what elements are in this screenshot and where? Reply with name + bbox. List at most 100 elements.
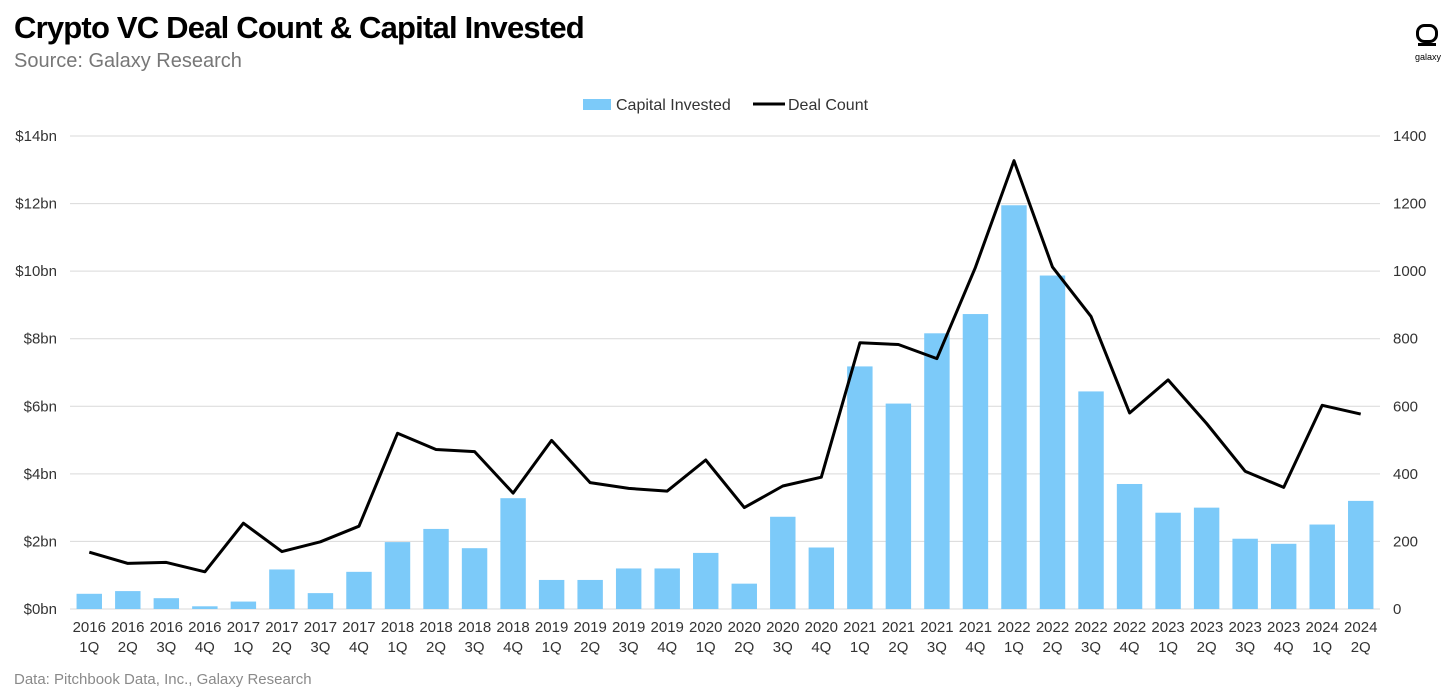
bar-capital-invested	[269, 569, 295, 609]
x-axis-ticks: 2016 1Q 2016 2Q 2016 3Q 2016 4Q 2017 1Q 2017 2Q 2017…	[73, 619, 1378, 656]
x-axis-tick-quarter: 3Q	[619, 639, 639, 656]
right-axis-ticks: 0 200 400 600 800 1000 1200 1400	[1393, 128, 1426, 618]
legend-label-capital-invested: Capital Invested	[616, 97, 731, 114]
x-axis-tick-quarter: 2Q	[426, 639, 446, 656]
x-axis-tick-year: 2022	[997, 619, 1030, 636]
bar-capital-invested	[770, 516, 796, 609]
bar-capital-invested	[847, 366, 873, 609]
x-axis-tick-quarter: 1Q	[1004, 639, 1024, 656]
x-axis-tick-year: 2019	[612, 619, 645, 636]
right-axis-tick-label: 1200	[1393, 196, 1426, 213]
x-axis-tick-quarter: 1Q	[696, 639, 716, 656]
x-axis-tick-quarter: 4Q	[657, 639, 677, 656]
x-axis-tick-year: 2018	[458, 619, 491, 636]
x-axis-tick-quarter: 4Q	[195, 639, 215, 656]
x-axis-tick-quarter: 2Q	[734, 639, 754, 656]
x-axis-tick-year: 2020	[805, 619, 838, 636]
x-axis-tick-year: 2022	[1074, 619, 1107, 636]
right-axis-tick-label: 800	[1393, 331, 1418, 348]
bar-capital-invested	[346, 571, 372, 609]
x-axis-tick-year: 2020	[766, 619, 799, 636]
data-source-note: Data: Pitchbook Data, Inc., Galaxy Resea…	[14, 671, 312, 688]
bar-capital-invested	[1232, 538, 1258, 609]
x-axis-tick-quarter: 3Q	[1235, 639, 1255, 656]
x-axis-tick-year: 2016	[150, 619, 183, 636]
x-axis-tick-year: 2021	[920, 619, 953, 636]
x-axis-tick-quarter: 1Q	[1158, 639, 1178, 656]
bar-capital-invested	[885, 403, 912, 609]
legend-label-deal-count: Deal Count	[788, 97, 869, 114]
bar-capital-invested	[423, 528, 449, 609]
bar-capital-invested	[1193, 507, 1220, 609]
x-axis-tick-year: 2019	[535, 619, 568, 636]
x-axis-tick-quarter: 1Q	[850, 639, 870, 656]
x-axis-tick-year: 2023	[1228, 619, 1261, 636]
x-axis-tick-year: 2022	[1113, 619, 1146, 636]
x-axis-tick-year: 2023	[1267, 619, 1300, 636]
x-axis-tick-year: 2021	[959, 619, 992, 636]
x-axis-tick-quarter: 4Q	[811, 639, 831, 656]
right-axis-tick-label: 600	[1393, 398, 1418, 415]
line-series-deal-count	[88, 159, 1362, 574]
x-axis-tick-year: 2017	[227, 619, 260, 636]
bar-capital-invested	[1270, 543, 1297, 609]
right-axis-tick-label: 0	[1393, 601, 1401, 618]
x-axis-tick-quarter: 1Q	[233, 639, 253, 656]
x-axis-tick-year: 2018	[496, 619, 529, 636]
x-axis-tick-year: 2018	[419, 619, 452, 636]
x-axis-tick-quarter: 4Q	[1120, 639, 1140, 656]
left-axis-tick-label: $6bn	[24, 398, 57, 415]
bar-capital-invested	[1039, 275, 1066, 609]
x-axis-tick-year: 2020	[689, 619, 722, 636]
left-axis-tick-label: $4bn	[24, 466, 57, 483]
x-axis-tick-quarter: 2Q	[1351, 639, 1371, 656]
galaxy-logo-text: galaxy	[1414, 52, 1441, 62]
right-axis-tick-label: 1000	[1393, 263, 1426, 280]
x-axis-tick-year: 2016	[188, 619, 221, 636]
x-axis-tick-year: 2024	[1306, 619, 1339, 636]
left-axis-tick-label: $12bn	[15, 196, 57, 213]
bar-capital-invested	[924, 333, 950, 609]
left-axis-tick-label: $14bn	[15, 128, 57, 145]
bar-capital-invested	[115, 591, 141, 609]
bar-capital-invested	[500, 498, 526, 609]
bar-capital-invested	[230, 601, 257, 609]
right-axis-tick-label: 200	[1393, 533, 1418, 550]
page-subtitle: Source: Galaxy Research	[14, 50, 242, 72]
x-axis-tick-year: 2019	[651, 619, 684, 636]
bar-capital-invested	[731, 583, 757, 609]
right-axis-tick-label: 400	[1393, 466, 1418, 483]
page-title: Crypto VC Deal Count & Capital Invested	[14, 10, 585, 45]
bar-capital-invested	[192, 606, 218, 609]
bar-capital-invested	[1116, 483, 1143, 609]
bar-capital-invested	[654, 568, 680, 609]
x-axis-tick-year: 2016	[111, 619, 144, 636]
bar-capital-invested	[538, 579, 565, 609]
x-axis-tick-year: 2017	[304, 619, 337, 636]
x-axis-tick-quarter: 4Q	[965, 639, 985, 656]
bar-capital-invested	[1078, 391, 1104, 609]
x-axis-tick-quarter: 2Q	[888, 639, 908, 656]
x-axis-tick-quarter: 4Q	[1274, 639, 1294, 656]
x-axis-tick-quarter: 2Q	[580, 639, 600, 656]
gridlines	[70, 135, 1380, 610]
bar-capital-invested	[577, 579, 603, 609]
x-axis-tick-quarter: 2Q	[1042, 639, 1062, 656]
x-axis-tick-year: 2021	[843, 619, 876, 636]
x-axis-tick-quarter: 1Q	[387, 639, 407, 656]
left-axis-tick-label: $2bn	[24, 533, 57, 550]
x-axis-tick-year: 2019	[573, 619, 606, 636]
x-axis-tick-year: 2020	[728, 619, 761, 636]
x-axis-tick-quarter: 2Q	[272, 639, 292, 656]
x-axis-tick-quarter: 4Q	[349, 639, 369, 656]
x-axis-tick-quarter: 3Q	[927, 639, 947, 656]
x-axis-tick-quarter: 3Q	[1081, 639, 1101, 656]
x-axis-tick-quarter: 1Q	[1312, 639, 1332, 656]
bar-capital-invested	[693, 552, 719, 609]
x-axis-tick-year: 2017	[342, 619, 375, 636]
bar-capital-invested	[153, 598, 180, 609]
left-axis-tick-label: $10bn	[15, 263, 57, 280]
x-axis-tick-year: 2021	[882, 619, 915, 636]
bar-capital-invested	[76, 593, 102, 609]
